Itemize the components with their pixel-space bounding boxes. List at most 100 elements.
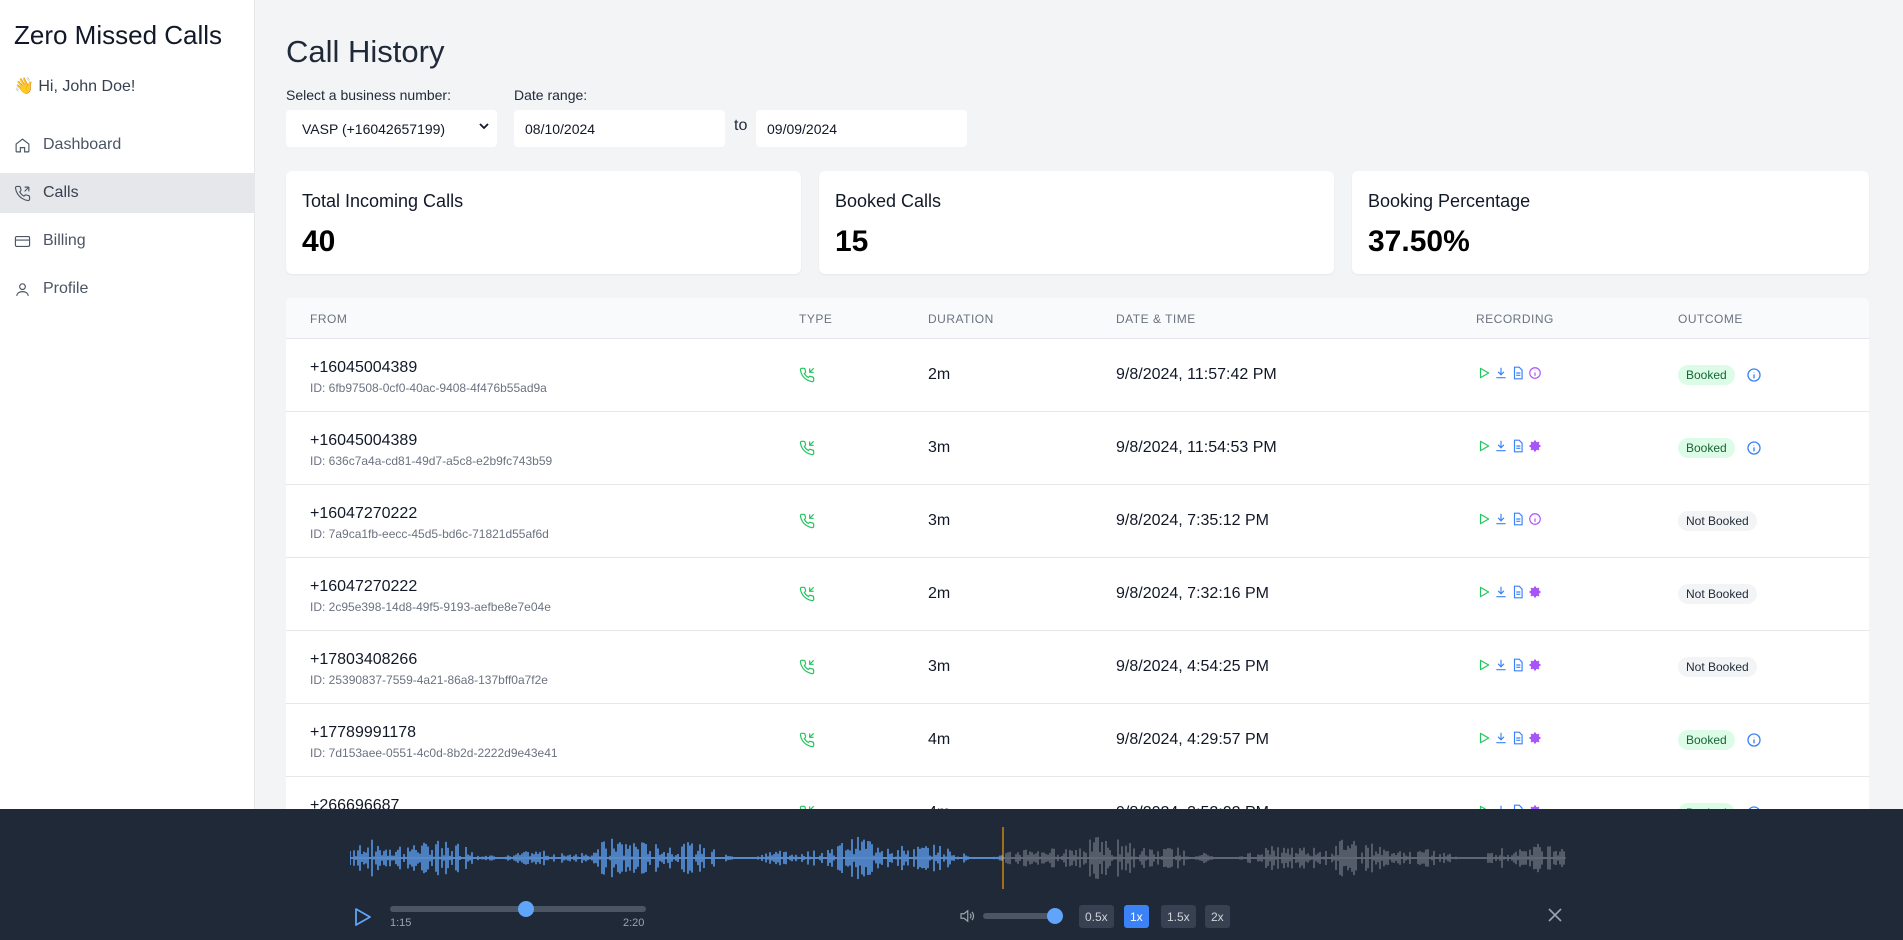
speed-2x-button[interactable]: 2x — [1205, 905, 1230, 928]
download-icon[interactable] — [1493, 438, 1509, 454]
transcript-icon[interactable] — [1510, 365, 1526, 381]
caller-number: +17789991178 — [310, 724, 417, 741]
call-id: ID: 6fb97508-0cf0-40ac-9408-4f476b55ad9a — [310, 381, 547, 395]
gear-icon[interactable] — [1527, 730, 1543, 746]
table-row[interactable]: +16047270222 ID: 7a9ca1fb-eecc-45d5-bd6c… — [286, 485, 1869, 558]
incoming-call-icon — [799, 367, 815, 388]
play-recording-icon[interactable] — [1476, 657, 1492, 673]
incoming-call-icon — [799, 732, 815, 753]
sidebar: Zero Missed Calls 👋 Hi, John Doe! Dashbo… — [0, 0, 255, 940]
transcript-icon[interactable] — [1510, 438, 1526, 454]
play-icon — [355, 908, 371, 926]
status-badge: Not Booked — [1678, 584, 1757, 604]
incoming-call-icon — [799, 440, 815, 461]
play-button[interactable] — [351, 906, 373, 933]
date-to-input[interactable]: 09/09/2024 — [756, 110, 967, 147]
call-id: ID: 7a9ca1fb-eecc-45d5-bd6c-71821d55af6d — [310, 527, 549, 541]
date-to-separator: to — [734, 117, 748, 134]
call-id: ID: 7d153aee-0551-4c0d-8b2d-2222d9e43e41 — [310, 746, 558, 760]
speed-1-5x-button[interactable]: 1.5x — [1161, 905, 1196, 928]
sidebar-item-calls[interactable]: Calls — [0, 173, 254, 213]
sidebar-item-billing[interactable]: Billing — [0, 221, 254, 261]
info-icon[interactable] — [1746, 732, 1762, 748]
outcome-cell: Booked — [1678, 438, 1762, 458]
volume-icon[interactable] — [958, 907, 976, 930]
close-player-button[interactable] — [1547, 907, 1563, 928]
table-row[interactable]: +16045004389 ID: 636c7a4a-cd81-49d7-a5c8… — [286, 412, 1869, 485]
speed-1x-button[interactable]: 1x — [1124, 905, 1149, 928]
play-recording-icon[interactable] — [1476, 438, 1492, 454]
column-header-from: FROM — [310, 312, 348, 326]
transcript-icon[interactable] — [1510, 657, 1526, 673]
column-header-duration: DURATION — [928, 312, 994, 326]
transcript-icon[interactable] — [1510, 730, 1526, 746]
incoming-call-icon — [799, 586, 815, 607]
transcript-icon[interactable] — [1510, 511, 1526, 527]
gear-icon[interactable] — [1527, 438, 1543, 454]
seek-bar[interactable] — [390, 901, 646, 917]
outcome-cell: Not Booked — [1678, 584, 1757, 604]
outcome-cell: Booked — [1678, 365, 1762, 385]
download-icon[interactable] — [1493, 365, 1509, 381]
duration-cell: 2m — [928, 366, 951, 383]
sidebar-item-label: Profile — [43, 280, 89, 297]
stat-value: 15 — [835, 225, 869, 258]
total-time: 2:20 — [623, 917, 645, 929]
app-title: Zero Missed Calls — [14, 20, 223, 50]
business-number-select[interactable]: VASP (+16042657199) — [286, 110, 497, 147]
speed-0-5x-button[interactable]: 0.5x — [1079, 905, 1114, 928]
table-row[interactable]: +17789991178 ID: 7d153aee-0551-4c0d-8b2d… — [286, 704, 1869, 777]
recording-actions — [1476, 511, 1543, 527]
stat-label: Total Incoming Calls — [302, 191, 464, 211]
info-icon[interactable] — [1746, 440, 1762, 456]
download-icon[interactable] — [1493, 511, 1509, 527]
info-icon[interactable] — [1746, 367, 1762, 383]
play-recording-icon[interactable] — [1476, 365, 1492, 381]
datetime-cell: 9/8/2024, 7:32:16 PM — [1116, 585, 1269, 602]
sidebar-item-label: Calls — [43, 184, 79, 201]
call-id: ID: 2c95e398-14d8-49f5-9193-aefbe8e7e04e — [310, 600, 551, 614]
gear-icon[interactable] — [1527, 584, 1543, 600]
recording-actions — [1476, 657, 1543, 673]
date-from-input[interactable]: 08/10/2024 — [514, 110, 725, 147]
transcript-icon[interactable] — [1510, 584, 1526, 600]
gear-icon[interactable] — [1527, 657, 1543, 673]
download-icon[interactable] — [1493, 657, 1509, 673]
sidebar-item-dashboard[interactable]: Dashboard — [0, 125, 254, 165]
sidebar-item-label: Billing — [43, 232, 86, 249]
table-row[interactable]: +17803408266 ID: 25390837-7559-4a21-86a8… — [286, 631, 1869, 704]
volume-slider[interactable] — [983, 913, 1055, 919]
waveform[interactable] — [350, 827, 1566, 889]
volume-handle[interactable] — [1047, 908, 1063, 924]
play-recording-icon[interactable] — [1476, 584, 1492, 600]
caller-number: +16047270222 — [310, 578, 418, 595]
business-number-value: VASP (+16042657199) — [302, 120, 446, 137]
sidebar-item-profile[interactable]: Profile — [0, 269, 254, 309]
from-cell: +16045004389 ID: 636c7a4a-cd81-49d7-a5c8… — [310, 432, 552, 468]
datetime-cell: 9/8/2024, 4:29:57 PM — [1116, 731, 1269, 748]
from-cell: +17803408266 ID: 25390837-7559-4a21-86a8… — [310, 651, 548, 687]
outcome-cell: Not Booked — [1678, 511, 1757, 531]
seek-handle[interactable] — [517, 901, 534, 917]
table-row[interactable]: +16045004389 ID: 6fb97508-0cf0-40ac-9408… — [286, 339, 1869, 412]
table-row[interactable]: +16047270222 ID: 2c95e398-14d8-49f5-9193… — [286, 558, 1869, 631]
recording-actions — [1476, 438, 1543, 454]
incoming-call-icon — [799, 513, 815, 534]
play-recording-icon[interactable] — [1476, 730, 1492, 746]
play-recording-icon[interactable] — [1476, 511, 1492, 527]
datetime-cell: 9/8/2024, 4:54:25 PM — [1116, 658, 1269, 675]
status-badge: Not Booked — [1678, 657, 1757, 677]
duration-cell: 3m — [928, 512, 951, 529]
download-icon[interactable] — [1493, 730, 1509, 746]
info-icon[interactable] — [1527, 365, 1543, 381]
outcome-cell: Booked — [1678, 730, 1762, 750]
info-icon[interactable] — [1527, 511, 1543, 527]
caller-number: +16045004389 — [310, 359, 418, 376]
download-icon[interactable] — [1493, 584, 1509, 600]
duration-cell: 2m — [928, 585, 951, 602]
table-body: +16045004389 ID: 6fb97508-0cf0-40ac-9408… — [286, 339, 1869, 850]
date-to-value: 09/09/2024 — [767, 120, 838, 137]
column-header-outcome: OUTCOME — [1678, 312, 1743, 326]
close-icon — [1548, 908, 1562, 922]
duration-cell: 3m — [928, 658, 951, 675]
